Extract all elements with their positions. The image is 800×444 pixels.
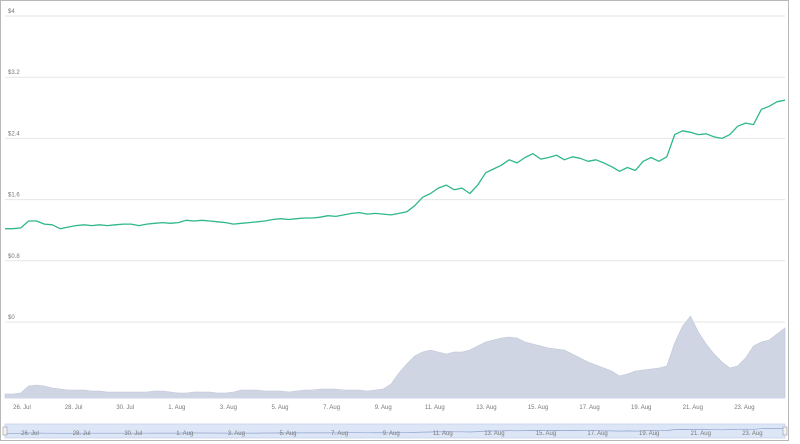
grid-lines (5, 15, 785, 323)
x-tick-label: 13. Aug (476, 405, 496, 411)
y-tick-label: $0 (8, 315, 15, 321)
x-tick-label: 9. Aug (375, 405, 392, 411)
x-tick-label: 15. Aug (528, 405, 548, 411)
navigator-tick-label: 26. Jul (21, 431, 39, 437)
navigator-tick-label: 7. Aug (331, 431, 348, 437)
x-tick-label: 11. Aug (425, 405, 445, 411)
chart-frame (0, 0, 789, 441)
navigator-handle-right[interactable] (782, 426, 788, 436)
navigator-tick-label: 13. Aug (484, 431, 504, 437)
navigator-tick-label: 3. Aug (228, 431, 245, 437)
navigator-tick-label: 28. Jul (73, 431, 91, 437)
navigator-tick-label: 19. Aug (639, 431, 659, 437)
y-axis-ticks: $0 $0.8 $1.6 $2.4 $3.2 $4 (8, 9, 20, 321)
x-tick-label: 23. Aug (734, 405, 754, 411)
x-tick-label: 30. Jul (116, 405, 134, 411)
navigator-tick-label: 15. Aug (536, 431, 556, 437)
navigator-tick-label: 5. Aug (279, 431, 296, 437)
navigator-tick-label: 9. Aug (383, 431, 400, 437)
navigator-handle-left[interactable] (2, 426, 8, 436)
navigator-tick-label: 21. Aug (691, 431, 711, 437)
y-tick-label: $1.6 (8, 193, 20, 199)
x-tick-label: 21. Aug (683, 405, 703, 411)
x-tick-label: 7. Aug (323, 405, 340, 411)
navigator-tick-label: 30. Jul (124, 431, 142, 437)
y-tick-label: $4 (8, 9, 15, 15)
y-tick-label: $3.2 (8, 70, 20, 76)
navigator-tick-label: 11. Aug (433, 431, 453, 437)
y-tick-label: $0.8 (8, 254, 20, 260)
volume-area-group (4, 315, 786, 399)
navigator-tick-label: 1. Aug (176, 431, 193, 437)
volume-area (4, 315, 786, 399)
price-line-group (5, 99, 786, 230)
x-tick-label: 3. Aug (220, 405, 237, 411)
y-tick-label: $2.4 (8, 131, 20, 137)
navigator-tick-label: 23. Aug (742, 431, 762, 437)
x-axis-ticks: 26. Jul 28. Jul 30. Jul 1. Aug 3. Aug 5. Aug 7… (13, 405, 754, 411)
navigator[interactable]: 26. Jul 28. Jul 30. Jul 1. Aug 3. Aug 5. Aug 7… (2, 423, 788, 439)
x-tick-label: 28. Jul (65, 405, 83, 411)
price-line (5, 99, 786, 230)
x-tick-label: 17. Aug (579, 405, 599, 411)
x-tick-label: 5. Aug (271, 405, 288, 411)
navigator-series (5, 427, 786, 434)
x-tick-label: 26. Jul (13, 405, 31, 411)
x-tick-label: 1. Aug (168, 405, 185, 411)
navigator-tick-label: 17. Aug (587, 431, 607, 437)
x-tick-label: 19. Aug (631, 405, 651, 411)
